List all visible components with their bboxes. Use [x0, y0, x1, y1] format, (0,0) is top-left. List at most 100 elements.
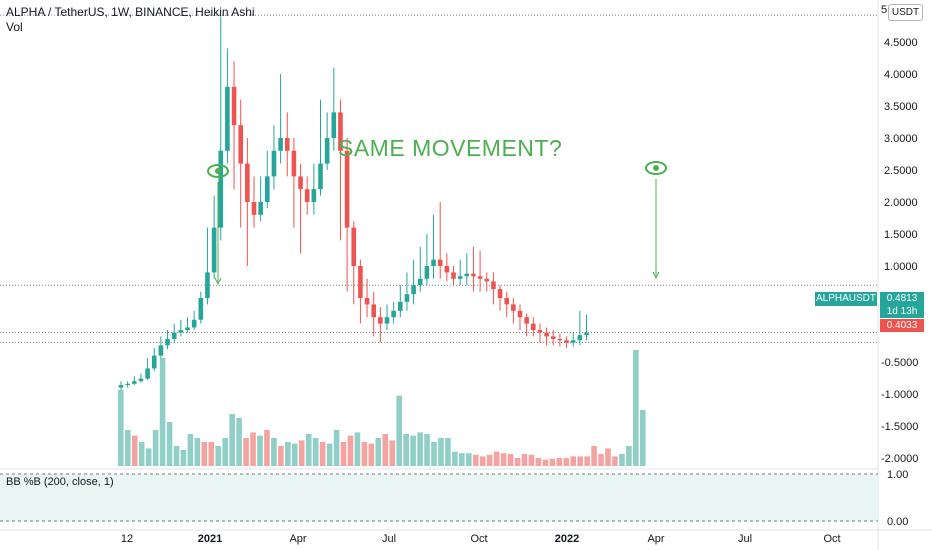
volume-bar: [584, 456, 590, 466]
candle: [531, 317, 536, 337]
candle: [391, 301, 396, 324]
time-tick-label: Oct: [470, 533, 487, 545]
candle: [198, 291, 204, 324]
candle: [451, 266, 456, 286]
candle: [351, 221, 357, 305]
volume-bar: [500, 453, 507, 466]
candle: [464, 253, 470, 286]
candle: [544, 327, 549, 346]
candle: [311, 163, 317, 215]
volume-bar: [285, 442, 291, 466]
volume-bar: [417, 432, 423, 466]
candle: [550, 330, 556, 346]
candle: [191, 310, 197, 330]
time-tick-label: 2021: [198, 533, 222, 545]
last-price-tag: 0.4813: [880, 292, 924, 305]
volume-bar: [159, 358, 166, 466]
volume-tick-label: -1.5000: [881, 421, 918, 433]
volume-bar: [194, 438, 201, 466]
price-tick-label: 1.0000: [884, 261, 918, 273]
candle: [424, 234, 430, 286]
volume-bar: [605, 448, 611, 466]
volume-bar: [375, 438, 382, 466]
volume-bar: [236, 418, 242, 466]
volume-bar: [382, 434, 389, 466]
volume-bar: [215, 446, 222, 466]
horizontal-levels: [0, 14, 878, 343]
volume-bar: [493, 451, 500, 466]
volume-bar: [368, 443, 375, 466]
volume-bar: [479, 456, 486, 466]
volume-bar: [452, 451, 458, 466]
volume-bar: [626, 446, 632, 466]
volume-bar: [472, 454, 479, 466]
volume-bar: [486, 454, 493, 466]
volume-bar: [389, 440, 396, 466]
candle: [298, 163, 303, 254]
candle: [338, 99, 343, 241]
time-tick-label: Apr: [647, 533, 664, 545]
candle: [511, 298, 516, 324]
candle: [524, 313, 529, 337]
volume-bar: [410, 435, 416, 466]
volume-bar: [278, 446, 284, 466]
candle: [138, 373, 144, 383]
bb-legend[interactable]: BB %B (200, close, 1): [6, 476, 114, 488]
candle: [398, 285, 403, 318]
volume-bar: [118, 390, 124, 466]
candle: [537, 323, 543, 343]
volume-bar: [354, 432, 361, 466]
time-tick-label: 2022: [555, 533, 579, 545]
candle: [570, 332, 576, 347]
eye-icon: [645, 161, 667, 175]
ticker-tag: ALPHAUSDT: [815, 292, 877, 306]
price-tick-label: 3.0000: [884, 133, 918, 145]
currency-button[interactable]: USDT: [888, 4, 923, 21]
volume-bar: [424, 434, 430, 466]
volume-bar: [250, 432, 256, 466]
volume-bar: [312, 438, 319, 466]
volume-bar: [577, 456, 583, 466]
candle: [225, 48, 230, 164]
candle: [417, 246, 423, 292]
candle: [517, 304, 523, 330]
candle: [231, 61, 237, 190]
volume-bar: [542, 459, 549, 466]
volume-bar: [633, 350, 639, 466]
time-tick-label: Oct: [823, 533, 840, 545]
volume-bar: [591, 446, 597, 466]
price-axis[interactable]: 4.5000 4.0000 3.5000 3.0000 2.5000 2.0000 1.50…: [884, 37, 918, 273]
volume-bar: [528, 454, 535, 466]
candle: [437, 202, 443, 279]
chart-legend: ALPHA / TetherUS, 1W, BINANCE, Heikin As…: [6, 5, 255, 35]
candle: [491, 272, 496, 305]
volume-bar: [124, 430, 131, 466]
time-axis[interactable]: 12 2021 Apr Jul Oct 2022 Apr Jul Oct: [121, 533, 841, 545]
volume-label[interactable]: Vol: [6, 20, 23, 34]
candle: [497, 285, 503, 311]
candle: [265, 150, 270, 209]
candle: [291, 138, 297, 228]
annotation-text: SAME MOVEMENT?: [338, 135, 563, 161]
volume-bar: [222, 438, 228, 466]
symbol-line[interactable]: ALPHA / TetherUS, 1W, BINANCE, Heikin As…: [6, 5, 255, 19]
candle: [178, 319, 184, 337]
bb-band-fill: [0, 474, 878, 521]
volume-bar: [570, 456, 576, 466]
candle: [564, 336, 569, 348]
candle: [378, 306, 383, 343]
candle: [404, 272, 410, 311]
volume-bar: [563, 458, 570, 466]
candle: [318, 99, 323, 196]
candle: [457, 259, 463, 286]
volume-bar: [556, 458, 563, 466]
volume-bar: [396, 395, 402, 466]
time-tick-label: Jul: [382, 533, 396, 545]
volume-bar: [466, 453, 472, 466]
candle: [218, 16, 224, 241]
eye-icon: [207, 164, 229, 178]
time-tick-label: Jul: [738, 533, 752, 545]
candle: [557, 333, 563, 347]
candle: [251, 176, 257, 228]
